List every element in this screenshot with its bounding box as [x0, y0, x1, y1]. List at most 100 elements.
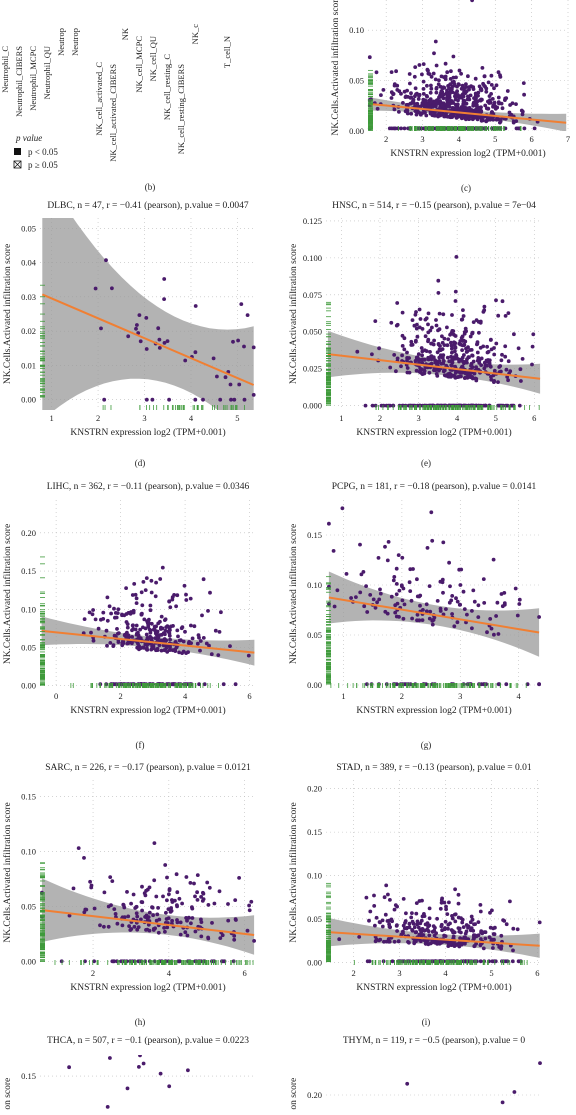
data-point	[484, 86, 489, 91]
data-point	[141, 645, 146, 650]
data-point	[142, 891, 147, 896]
data-point	[163, 628, 168, 633]
data-point	[410, 928, 414, 932]
data-point	[442, 368, 447, 373]
data-point	[409, 101, 413, 106]
data-point	[165, 925, 170, 930]
cell-label: Neutrophil_QU	[42, 46, 52, 99]
data-point	[161, 894, 165, 899]
data-point	[517, 597, 522, 602]
data-point	[415, 101, 420, 106]
data-point	[403, 95, 408, 99]
data-point	[442, 85, 447, 90]
data-point	[206, 935, 211, 940]
data-point	[430, 622, 435, 627]
data-point	[125, 641, 130, 646]
data-point	[167, 892, 171, 897]
data-point	[365, 610, 370, 614]
data-point	[113, 611, 118, 615]
data-point	[488, 338, 493, 342]
y-tick-label: 0.10	[307, 580, 322, 590]
data-point	[226, 918, 231, 923]
data-point	[237, 382, 242, 387]
data-point	[455, 375, 460, 379]
x-tick-label: 6	[532, 413, 536, 423]
data-point	[511, 120, 516, 125]
data-point	[438, 606, 443, 611]
panel-title: DLBC, n = 47, r = −0.41 (pearson), p.val…	[47, 200, 249, 211]
data-point	[434, 318, 438, 322]
data-point	[371, 597, 376, 602]
data-point	[435, 350, 440, 355]
data-point	[195, 890, 200, 895]
data-point	[464, 117, 468, 122]
data-point	[466, 925, 470, 930]
data-point	[506, 378, 510, 383]
data-point	[505, 403, 510, 408]
data-point	[141, 1061, 146, 1066]
data-point	[404, 911, 408, 916]
data-point	[391, 92, 395, 97]
data-point	[417, 307, 422, 312]
cell-label: NK_cell_resting_CIBERS	[176, 64, 186, 154]
panel-title: LIHC, n = 362, r = −0.11 (pearson), p.va…	[47, 481, 250, 492]
data-point	[397, 615, 401, 619]
data-point	[496, 632, 501, 636]
data-point	[84, 907, 89, 912]
data-point	[210, 921, 214, 925]
data-point	[108, 641, 113, 645]
data-point	[403, 921, 407, 925]
data-point	[414, 901, 419, 905]
data-point	[479, 356, 484, 361]
data-point	[453, 334, 458, 338]
x-tick-label: 4	[189, 413, 194, 423]
data-point	[496, 70, 501, 75]
data-point	[206, 609, 210, 613]
data-point	[157, 337, 162, 342]
data-point	[454, 255, 459, 259]
data-point	[115, 921, 120, 926]
data-point	[454, 596, 458, 601]
data-point	[446, 337, 451, 342]
cell-label: NK	[120, 27, 130, 40]
x-tick-label: 2	[400, 691, 404, 701]
data-point	[134, 326, 138, 331]
data-point	[327, 601, 331, 606]
data-point	[416, 352, 421, 356]
data-point	[409, 343, 414, 347]
data-point	[167, 625, 172, 630]
data-point	[245, 313, 250, 317]
y-tick-label: 0.02	[21, 326, 36, 336]
data-point	[432, 51, 436, 56]
data-point	[170, 648, 175, 653]
data-point	[475, 340, 480, 345]
data-point	[376, 556, 381, 560]
data-point	[91, 638, 96, 643]
data-point	[134, 623, 139, 628]
data-point	[202, 682, 207, 687]
data-point	[459, 86, 464, 91]
plot-area	[367, 0, 569, 131]
data-point	[197, 682, 202, 687]
data-point	[168, 910, 173, 914]
panel-e: 1 2 3 4 5 6 0.000 0.025 0.050 0.075 0.100 0.125 HNSC…	[288, 200, 542, 468]
data-point	[512, 1090, 517, 1094]
data-point	[433, 77, 438, 82]
data-point	[200, 899, 205, 903]
data-point	[407, 580, 412, 585]
data-point	[252, 939, 256, 943]
data-point	[453, 345, 458, 350]
data-point	[418, 603, 422, 608]
data-point	[372, 893, 376, 898]
data-point	[457, 94, 461, 98]
data-point	[198, 639, 203, 643]
data-point	[453, 371, 458, 375]
x-tick-label: 1	[341, 691, 345, 701]
cell-label: NK_cell_activated_C	[94, 62, 104, 136]
data-point	[464, 929, 469, 934]
data-point	[405, 111, 410, 116]
y-tick-label: 0.15	[307, 530, 322, 540]
data-point	[499, 592, 504, 596]
data-point	[392, 907, 397, 912]
data-point	[450, 916, 455, 921]
